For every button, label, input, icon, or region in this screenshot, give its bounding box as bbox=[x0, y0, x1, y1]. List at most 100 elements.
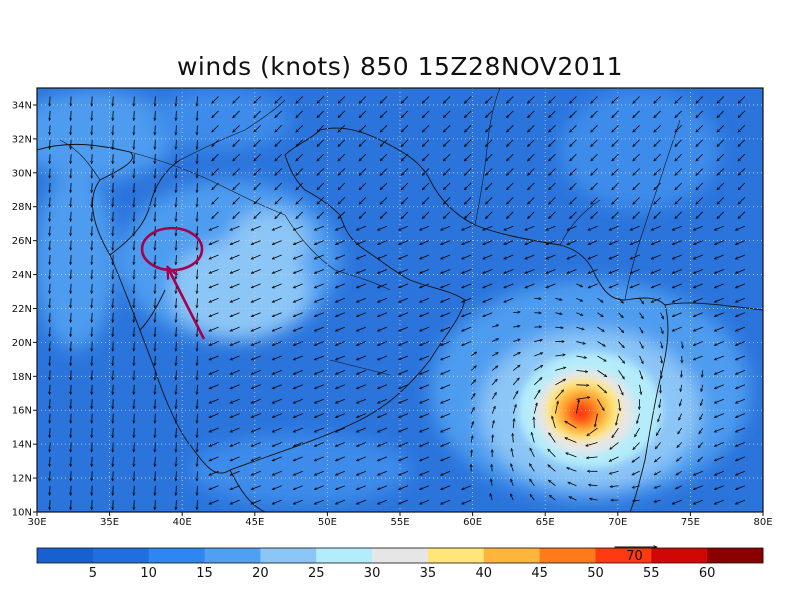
lat-tick-label: 20N bbox=[12, 338, 32, 349]
wind-vector bbox=[633, 168, 640, 176]
wind-vector bbox=[212, 211, 219, 219]
wind-vector bbox=[230, 269, 240, 273]
wind-vector bbox=[155, 182, 156, 192]
wind-vector bbox=[293, 225, 303, 230]
wind-vector bbox=[272, 370, 282, 374]
wind-vector bbox=[399, 427, 409, 432]
wind-vector bbox=[230, 370, 240, 374]
wind-vector bbox=[588, 269, 598, 273]
wind-vector bbox=[71, 168, 72, 178]
wind-vector bbox=[651, 269, 661, 273]
wind-vector bbox=[618, 298, 624, 303]
wind-vector bbox=[486, 96, 493, 103]
wind-vector bbox=[654, 110, 661, 118]
wind-vector bbox=[530, 448, 535, 458]
wind-vector bbox=[546, 225, 556, 230]
wind-vector bbox=[470, 380, 475, 386]
wind-vector bbox=[528, 168, 535, 176]
wind-vector bbox=[422, 110, 430, 118]
wind-vector bbox=[92, 182, 93, 192]
lat-tick-label: 26N bbox=[12, 236, 32, 247]
wind-vector bbox=[380, 125, 388, 132]
wind-vector bbox=[534, 353, 542, 357]
wind-vector bbox=[176, 182, 177, 192]
wind-vector bbox=[549, 96, 556, 103]
wind-vector bbox=[525, 254, 535, 259]
wind-vector bbox=[176, 355, 177, 365]
wind-vector bbox=[197, 355, 198, 365]
wind-vector bbox=[552, 416, 556, 429]
wind-vector bbox=[336, 269, 345, 273]
wind-vector bbox=[92, 154, 93, 163]
wind-vector bbox=[658, 413, 662, 422]
wind-vector bbox=[443, 211, 451, 219]
wind-vector bbox=[549, 480, 556, 487]
wind-vector bbox=[209, 355, 219, 360]
wind-vector bbox=[293, 370, 303, 374]
lon-tick-label: 40E bbox=[173, 517, 192, 528]
wind-vector bbox=[230, 254, 240, 259]
wind-vector bbox=[399, 470, 409, 475]
wind-vector bbox=[296, 168, 303, 176]
wind-vector bbox=[92, 442, 93, 451]
wind-vector bbox=[717, 96, 725, 103]
wind-vector bbox=[441, 427, 451, 432]
wind-vector bbox=[736, 312, 746, 317]
wind-vector bbox=[209, 398, 219, 403]
wind-vector bbox=[209, 283, 219, 288]
lon-tick-label: 65E bbox=[536, 517, 555, 528]
wind-vector bbox=[251, 413, 261, 418]
wind-vector bbox=[197, 384, 198, 394]
wind-vector bbox=[293, 384, 303, 389]
wind-vector bbox=[609, 283, 619, 288]
wind-vector bbox=[197, 125, 198, 134]
wind-vector bbox=[549, 197, 556, 204]
wind-vector bbox=[357, 355, 367, 360]
colorbar-label: 50 bbox=[587, 566, 604, 581]
wind-vector bbox=[134, 341, 135, 351]
lon-tick-label: 55E bbox=[390, 517, 409, 528]
wind-vector bbox=[714, 326, 724, 331]
wind-vector bbox=[359, 168, 367, 176]
wind-vector bbox=[176, 500, 177, 509]
wind-vector bbox=[610, 442, 619, 449]
wind-vector bbox=[197, 312, 198, 322]
wind-vector bbox=[113, 327, 114, 336]
wind-vector bbox=[672, 312, 682, 317]
wind-vector bbox=[230, 427, 240, 432]
wind-vector bbox=[209, 341, 219, 346]
wind-vector bbox=[336, 254, 345, 259]
colorbar-swatch bbox=[37, 548, 94, 563]
wind-vector bbox=[176, 211, 177, 221]
wind-vector bbox=[464, 182, 472, 190]
wind-vector bbox=[422, 125, 430, 132]
wind-vector bbox=[569, 497, 577, 501]
wind-vector bbox=[230, 413, 240, 418]
wind-vector bbox=[591, 182, 598, 190]
wind-vector bbox=[675, 96, 682, 103]
wind-vector bbox=[357, 384, 367, 389]
wind-vector bbox=[483, 254, 493, 259]
wind-vector bbox=[233, 139, 240, 147]
wind-vector bbox=[651, 225, 661, 230]
wind-vector bbox=[483, 240, 493, 245]
wind-vector bbox=[272, 427, 282, 432]
wind-vector bbox=[420, 283, 430, 288]
wind-vector bbox=[251, 442, 261, 446]
wind-vector bbox=[633, 500, 640, 501]
wind-vector bbox=[357, 398, 367, 403]
wind-vector bbox=[612, 153, 619, 161]
wind-vector bbox=[338, 139, 346, 147]
wind-vector bbox=[314, 341, 324, 346]
wind-vector bbox=[113, 384, 114, 394]
wind-vector bbox=[197, 428, 198, 437]
wind-vector bbox=[565, 421, 577, 429]
wind-vector bbox=[254, 96, 261, 103]
wind-vector bbox=[738, 197, 746, 204]
wind-vector bbox=[155, 355, 156, 365]
wind-vector bbox=[570, 96, 577, 103]
wind-vector bbox=[736, 398, 746, 403]
wind-vector bbox=[71, 370, 72, 379]
wind-vector bbox=[507, 168, 514, 176]
wind-vector bbox=[71, 456, 72, 466]
